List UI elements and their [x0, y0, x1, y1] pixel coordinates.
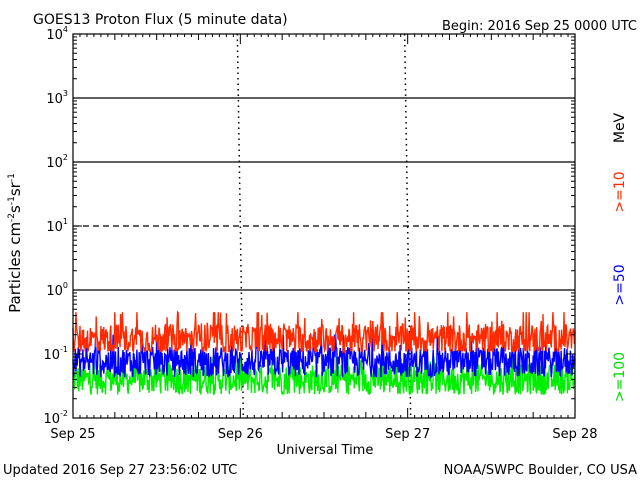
y-axis-label-exp-2: -1 [7, 196, 17, 205]
day-boundary-2 [403, 33, 412, 419]
x-tick-label: Sep 25 [50, 427, 95, 442]
legend-series-50mev: >=50 [612, 264, 628, 305]
y-axis-label-exp-1: -2 [7, 213, 17, 222]
begin-label: Begin: 2016 Sep 25 0000 UTC [442, 19, 637, 34]
footer-credit: NOAA/SWPC Boulder, CO USA [444, 463, 637, 478]
series-layer [72, 310, 576, 396]
series-line-ge50 [72, 334, 576, 380]
y-axis-label-unit-1: s [6, 205, 24, 213]
axes-layer: 10-2 10-1 100 101 102 103 104 Sep 25 Sep 26 Sep 2… [43, 25, 597, 442]
x-tick-label: Sep 28 [552, 427, 597, 442]
legend-series-10mev: >=10 [612, 171, 628, 212]
y-tick-label: 104 [46, 25, 68, 43]
y-tick-label: 101 [46, 217, 68, 235]
y-tick-label: 100 [46, 281, 68, 299]
footer-updated: Updated 2016 Sep 27 23:56:02 UTC [3, 463, 237, 478]
y-tick-label: 103 [46, 89, 68, 107]
day-boundary-1 [236, 33, 245, 419]
svg-text:Particles cm-2s-1sr-1: Particles cm-2s-1sr-1 [6, 173, 24, 313]
chart-title: GOES13 Proton Flux (5 minute data) [33, 12, 288, 28]
y-tick-label: 102 [46, 153, 68, 171]
legend-unit-mev: MeV [612, 112, 628, 143]
y-tick-label: 10-2 [43, 409, 68, 427]
x-axis-label: Universal Time [277, 443, 374, 458]
y-axis-label: Particles cm-2s-1sr-1 [6, 173, 24, 313]
y-axis-label-base: Particles cm [6, 222, 24, 313]
x-tick-label: Sep 26 [218, 427, 263, 442]
series-line-ge10 [72, 310, 576, 355]
legend-series-100mev: >=100 [612, 352, 628, 402]
y-axis-label-exp-3: -1 [7, 173, 17, 182]
y-axis-label-unit-2: sr [6, 181, 24, 196]
x-tick-label: Sep 27 [385, 427, 430, 442]
y-tick-label: 10-1 [43, 345, 68, 363]
plot-area [73, 33, 575, 419]
